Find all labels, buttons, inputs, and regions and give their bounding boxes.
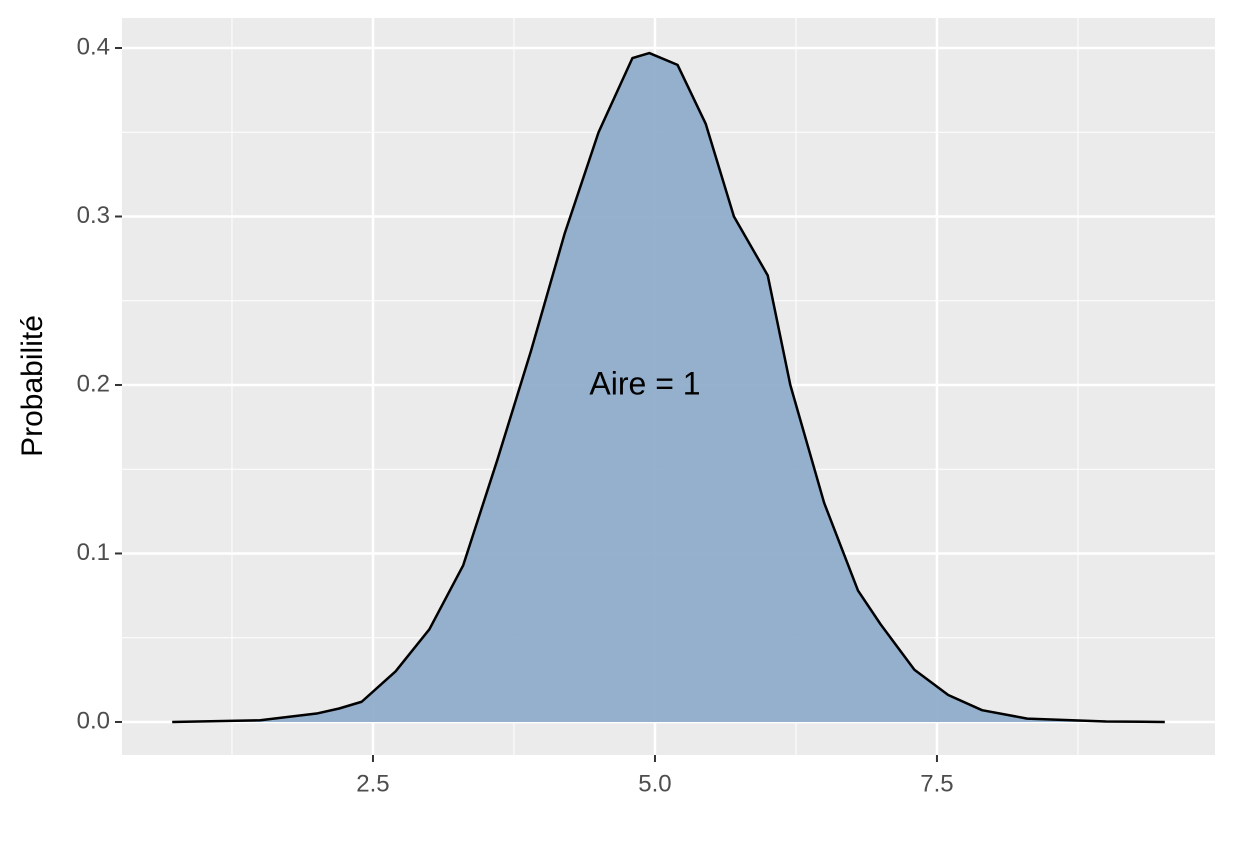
y-tick-label: 0.0 [77, 707, 110, 734]
x-tick-label: 7.5 [920, 770, 953, 797]
y-tick-label: 0.1 [77, 539, 110, 566]
y-tick-label: 0.4 [77, 33, 110, 60]
x-tick-label: 2.5 [356, 770, 389, 797]
density-line [172, 51, 1165, 724]
annotation: Aire = 1 [589, 365, 700, 401]
y-tick-label: 0.3 [77, 202, 110, 229]
x-tick-label: 5.0 [638, 770, 671, 797]
area [172, 53, 1165, 722]
y-axis-label: Probabilité [16, 315, 49, 457]
y-tick-label: 0.2 [77, 370, 110, 397]
